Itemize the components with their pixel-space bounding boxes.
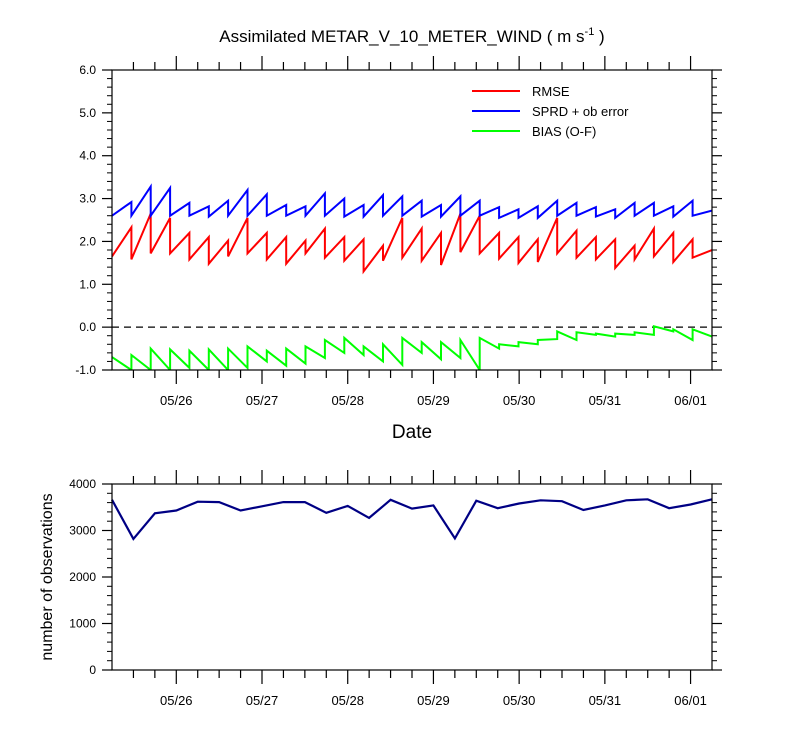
obs-count-line bbox=[111, 498, 713, 541]
top-xtick-label: 05/31 bbox=[589, 393, 622, 408]
top-panel: Assimilated METAR_V_10_METER_WIND ( m s-… bbox=[75, 26, 722, 443]
bottom-xtick-label: 05/31 bbox=[589, 693, 622, 708]
top-ytick-label: -1.0 bbox=[75, 363, 96, 377]
top-axis-ticks: -1.0 0.0 1.0 2.0 3.0 4.0 5.0 6.0 05/26 05/27 05/28… bbox=[75, 56, 722, 408]
bottom-panel: 0 1000 2000 3000 4000 05/26 05/27 05/28 05/29 05/… bbox=[39, 470, 722, 708]
series-line-bias-o-f- bbox=[112, 325, 712, 370]
top-ytick-label: 4.0 bbox=[79, 149, 96, 163]
bottom-xtick-label: 05/29 bbox=[417, 693, 450, 708]
y-axis-label: number of observations bbox=[39, 493, 56, 660]
chart-title-main: Assimilated METAR_V_10_METER_WIND ( m s bbox=[219, 27, 584, 46]
bottom-plot-frame bbox=[111, 483, 713, 671]
bottom-ytick-label: 0 bbox=[89, 663, 96, 677]
bottom-xtick-label: 06/01 bbox=[674, 693, 707, 708]
bottom-ytick-label: 2000 bbox=[69, 570, 96, 584]
x-axis-label: Date bbox=[392, 422, 432, 443]
legend-label: BIAS (O-F) bbox=[532, 124, 596, 139]
top-xtick-label: 05/30 bbox=[503, 393, 536, 408]
bottom-ytick-label: 3000 bbox=[69, 524, 96, 538]
bottom-xtick-label: 05/27 bbox=[246, 693, 279, 708]
top-xtick-label: 05/29 bbox=[417, 393, 450, 408]
top-ytick-label: 2.0 bbox=[79, 234, 96, 248]
legend-label: SPRD + ob error bbox=[532, 104, 629, 119]
top-series-group bbox=[112, 183, 712, 370]
top-xtick-label: 05/28 bbox=[331, 393, 364, 408]
top-ytick-label: 0.0 bbox=[79, 320, 96, 334]
bottom-xtick-label: 05/28 bbox=[331, 693, 364, 708]
top-xtick-label: 06/01 bbox=[674, 393, 707, 408]
chart-title-end: ) bbox=[594, 27, 604, 46]
bottom-series-group bbox=[111, 498, 713, 541]
legend-label: RMSE bbox=[532, 84, 570, 99]
bottom-xtick-label: 05/30 bbox=[503, 693, 536, 708]
series-line-rmse bbox=[112, 213, 712, 275]
obs-count-line bbox=[111, 498, 713, 540]
bottom-ytick-label: 4000 bbox=[69, 477, 96, 491]
top-ytick-label: 5.0 bbox=[79, 106, 96, 120]
legend: RMSE SPRD + ob error BIAS (O-F) bbox=[472, 84, 629, 139]
bottom-xtick-label: 05/26 bbox=[160, 693, 193, 708]
bottom-axis-ticks: 0 1000 2000 3000 4000 05/26 05/27 05/28 05/29 05/… bbox=[69, 470, 722, 708]
bottom-ytick-label: 1000 bbox=[69, 617, 96, 631]
top-ytick-label: 3.0 bbox=[79, 192, 96, 206]
top-ytick-label: 6.0 bbox=[79, 63, 96, 77]
top-ytick-label: 1.0 bbox=[79, 277, 96, 291]
series-line-sprd-ob-error bbox=[112, 183, 712, 221]
chart-title: Assimilated METAR_V_10_METER_WIND ( m s-… bbox=[219, 26, 604, 46]
chart-title-superscript: -1 bbox=[585, 26, 595, 38]
top-xtick-label: 05/26 bbox=[160, 393, 193, 408]
top-xtick-label: 05/27 bbox=[246, 393, 279, 408]
